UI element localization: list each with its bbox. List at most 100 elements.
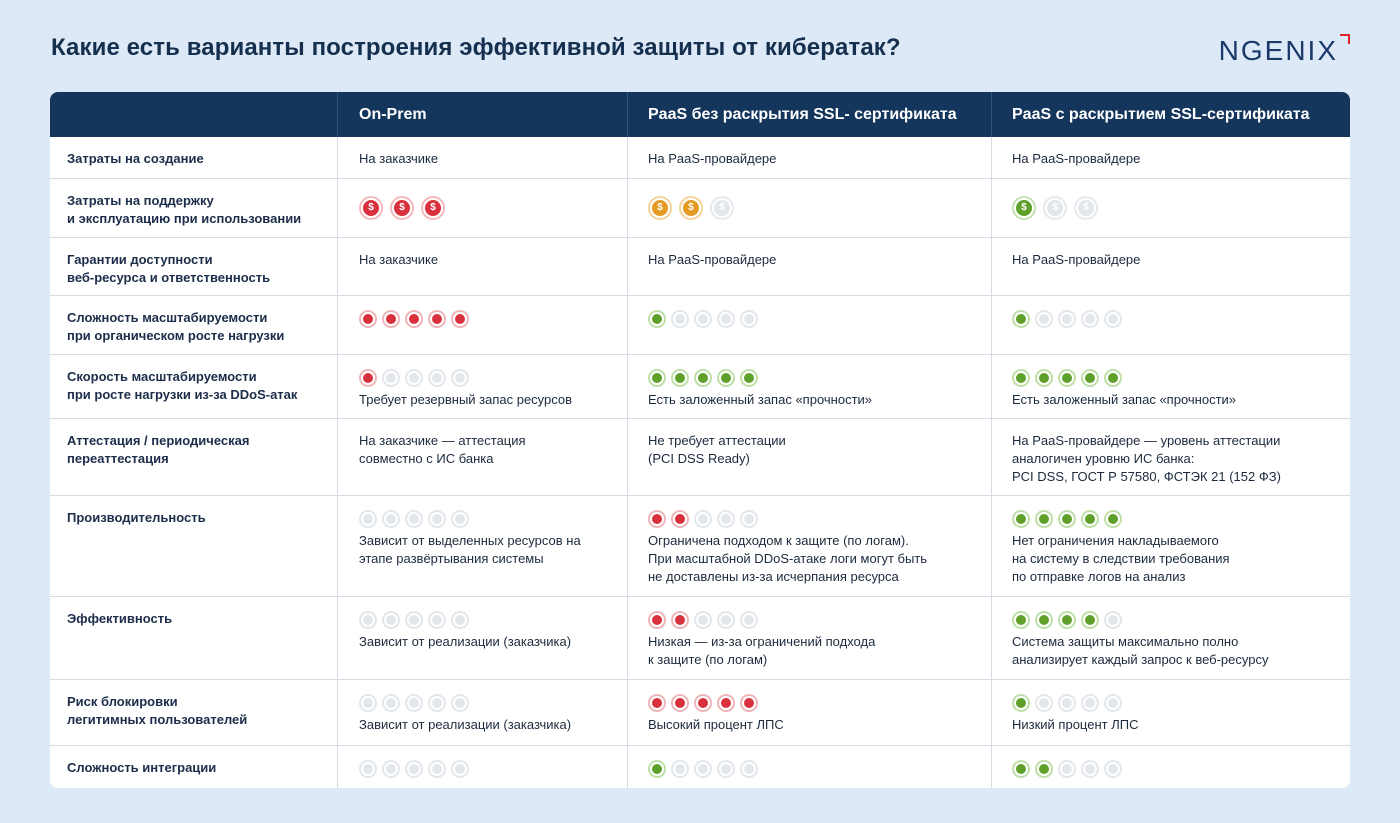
cell-on-prem: На заказчике: [337, 238, 627, 295]
cell-text: На заказчике: [359, 252, 439, 267]
rating-dot-icon: [1012, 309, 1030, 328]
rating-dot-icon: [671, 509, 689, 528]
cell-paas-no-ssl: Ограничена подходом к защите (по логам).…: [627, 496, 991, 596]
cell-text: На PaaS-провайдере: [648, 252, 777, 267]
rating-dot-icon: [648, 509, 666, 528]
dot-rating: [648, 309, 991, 328]
dot-rating: [648, 509, 991, 528]
rating-dot-icon: [359, 309, 377, 328]
rating-dot-icon: [671, 309, 689, 328]
cost-rating: $ $ $: [359, 196, 627, 220]
rating-dot-icon: [428, 693, 446, 712]
cell-paas-ssl: Есть заложенный запас «прочности»: [991, 355, 1350, 418]
rating-dot-icon: [1081, 509, 1099, 528]
header-paas-no-ssl: PaaS без раскрытия SSL- сертификата: [627, 92, 991, 137]
cell-text: Ограничена подходом к защите (по логам).…: [648, 533, 928, 584]
rating-dot-icon: [405, 368, 423, 387]
rating-dot-icon: [694, 368, 712, 387]
row-label: Аттестация / периодическая переаттестация: [67, 433, 250, 466]
rating-dot-icon: [428, 610, 446, 629]
header-paas-ssl: PaaS с раскрытием SSL-сертификата: [991, 92, 1350, 137]
cell-paas-no-ssl: Не требует аттестации (PCI DSS Ready): [627, 419, 991, 495]
cell-paas-ssl: На PaaS-провайдере — уровень аттестации а…: [991, 419, 1350, 495]
rating-dot-icon: [451, 610, 469, 629]
rating-dot-icon: [648, 759, 666, 778]
cell-text: На PaaS-провайдере: [1012, 151, 1141, 166]
cell-text: Низкий процент ЛПС: [1012, 717, 1139, 732]
rating-dot-icon: [671, 368, 689, 387]
rating-dot-icon: [451, 309, 469, 328]
cell-text: Зависит от реализации (заказчика): [359, 717, 572, 732]
rating-dot-icon: [717, 759, 735, 778]
rating-dot-icon: [1058, 368, 1076, 387]
rating-dot-icon: [1104, 309, 1122, 328]
rating-dot-icon: [694, 309, 712, 328]
cell-text: Система защиты максимально полно анализир…: [1012, 634, 1269, 667]
rating-dot-icon: [1104, 610, 1122, 629]
rating-dot-icon: [382, 759, 400, 778]
dot-rating: [1012, 610, 1350, 629]
dot-rating: [648, 693, 991, 712]
table-header: On-Prem PaaS без раскрытия SSL- сертифик…: [50, 92, 1350, 137]
dot-rating: [359, 610, 627, 629]
table-row: Производительность Зависит от выделенных …: [50, 495, 1350, 596]
header-empty: [50, 92, 337, 137]
dot-rating: [359, 759, 627, 778]
table-row: Аттестация / периодическая переаттестация…: [50, 418, 1350, 495]
rating-dot-icon: [740, 759, 758, 778]
rating-dot-icon: [1104, 509, 1122, 528]
cell-on-prem: Требует резервный запас ресурсов: [337, 355, 627, 418]
dollar-coin-icon: $: [421, 196, 445, 220]
rating-dot-icon: [694, 610, 712, 629]
rating-dot-icon: [359, 759, 377, 778]
rating-dot-icon: [359, 509, 377, 528]
rating-dot-icon: [405, 309, 423, 328]
cell-on-prem: [337, 746, 627, 788]
cell-text: На PaaS-провайдере: [1012, 252, 1141, 267]
table-row: Сложность интеграции: [50, 745, 1350, 788]
dot-rating: [648, 610, 991, 629]
dot-rating: [1012, 368, 1350, 387]
dot-rating: [648, 759, 991, 778]
rating-dot-icon: [382, 309, 400, 328]
rating-dot-icon: [451, 759, 469, 778]
cell-paas-no-ssl: Высокий процент ЛПС: [627, 680, 991, 745]
cell-paas-no-ssl: $ $ $: [627, 179, 991, 237]
rating-dot-icon: [451, 693, 469, 712]
cost-rating: $ $ $: [1012, 196, 1350, 220]
row-label: Затраты на создание: [67, 151, 204, 166]
row-label: Производительность: [67, 510, 206, 525]
cell-on-prem: На заказчике: [337, 137, 627, 178]
cell-paas-no-ssl: На PaaS-провайдере: [627, 238, 991, 295]
rating-dot-icon: [694, 759, 712, 778]
dollar-coin-icon: $: [1012, 196, 1036, 220]
header-on-prem: On-Prem: [337, 92, 627, 137]
cell-on-prem: $ $ $: [337, 179, 627, 237]
rating-dot-icon: [671, 693, 689, 712]
rating-dot-icon: [428, 509, 446, 528]
rating-dot-icon: [648, 693, 666, 712]
rating-dot-icon: [405, 610, 423, 629]
cell-paas-ssl: Нет ограничения накладываемого на систему…: [991, 496, 1350, 596]
dollar-coin-icon: $: [390, 196, 414, 220]
dollar-coin-icon: $: [648, 196, 672, 220]
row-label: Риск блокировки легитимных пользователей: [67, 694, 248, 727]
cell-paas-ssl: Низкий процент ЛПС: [991, 680, 1350, 745]
rating-dot-icon: [359, 610, 377, 629]
rating-dot-icon: [671, 759, 689, 778]
cell-paas-no-ssl: [627, 746, 991, 788]
dot-rating: [1012, 509, 1350, 528]
dot-rating: [1012, 759, 1350, 778]
cell-paas-no-ssl: [627, 296, 991, 354]
dot-rating: [359, 693, 627, 712]
cell-text: На PaaS-провайдере: [648, 151, 777, 166]
dollar-coin-icon: $: [359, 196, 383, 220]
dot-rating: [359, 309, 627, 328]
dollar-coin-icon: $: [710, 196, 734, 220]
cell-paas-ssl: $ $ $: [991, 179, 1350, 237]
rating-dot-icon: [1081, 610, 1099, 629]
rating-dot-icon: [648, 610, 666, 629]
rating-dot-icon: [740, 509, 758, 528]
rating-dot-icon: [717, 610, 735, 629]
rating-dot-icon: [1104, 368, 1122, 387]
